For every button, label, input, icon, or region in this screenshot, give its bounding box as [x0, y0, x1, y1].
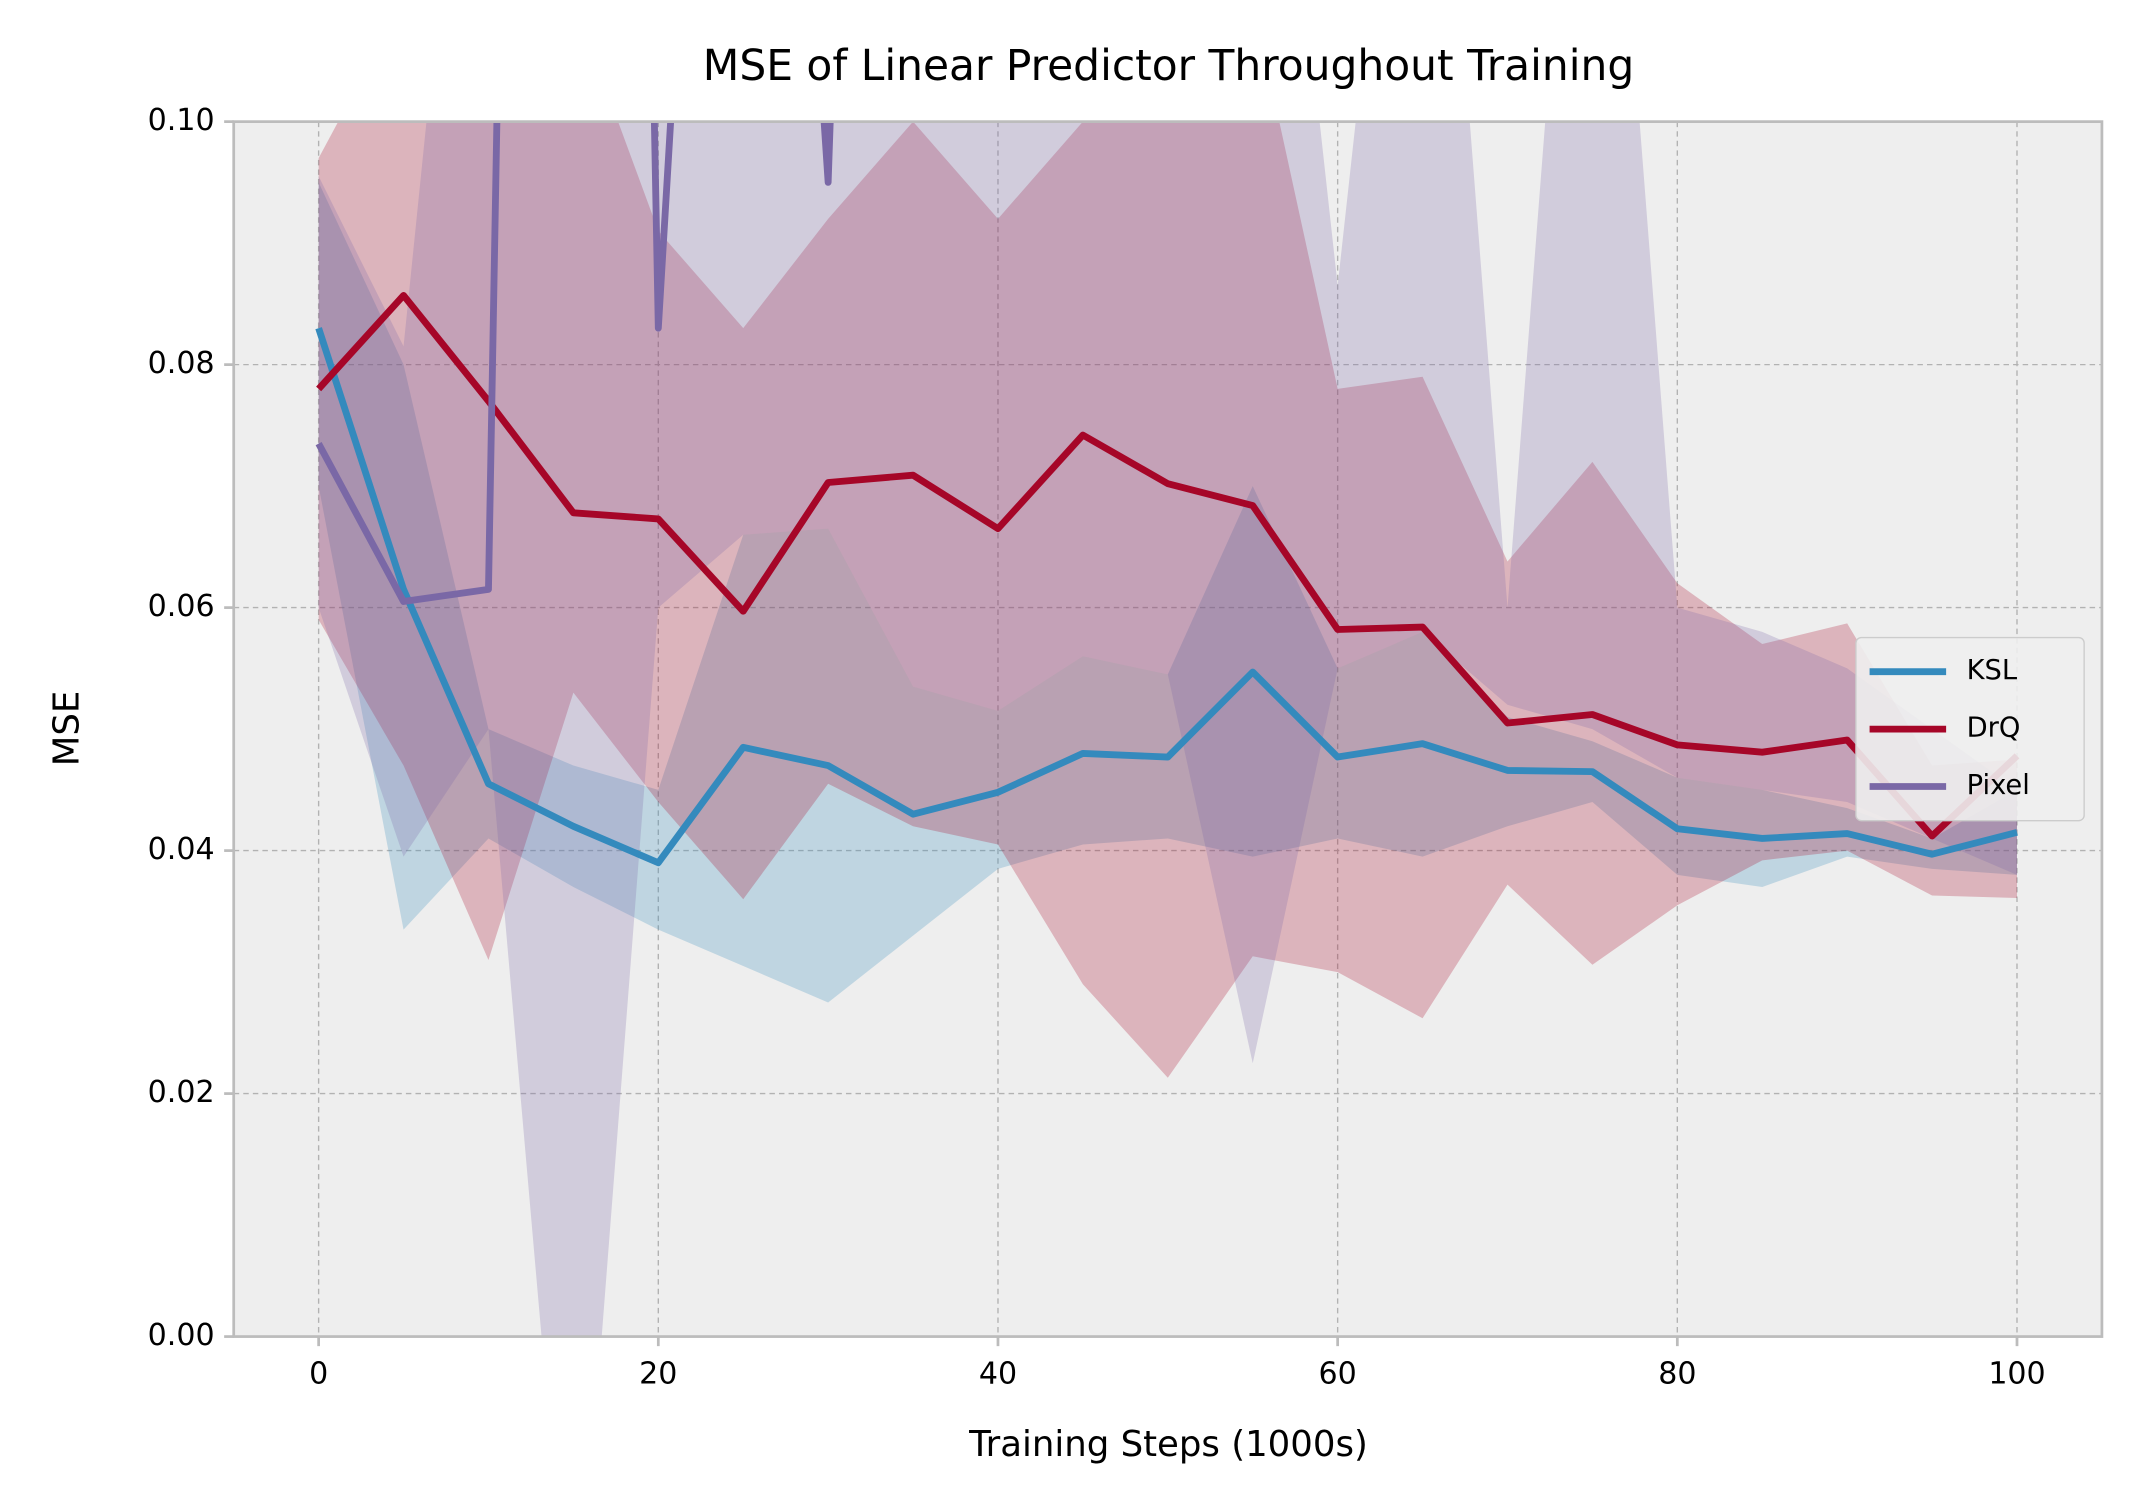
- plot-frame: [232, 120, 2104, 1338]
- legend-box: [1855, 636, 2085, 822]
- axes: 0 20 40 60 80 100 0.00 0.02 0.04 0.06 0.08 0.10: [148, 103, 2046, 1391]
- legend-label: Pixel: [1967, 770, 2030, 801]
- x-tick-label: 80: [1658, 1356, 1696, 1391]
- x-axis-label: Training Steps (1000s): [968, 1424, 1368, 1465]
- x-tick-label: 60: [1319, 1356, 1357, 1391]
- confidence-band: [318, 182, 2017, 1003]
- y-tick-label: 0.08: [148, 346, 215, 381]
- y-axis-label: MSE: [46, 691, 87, 767]
- x-tick-label: 40: [979, 1356, 1017, 1391]
- y-tick-label: 0.00: [148, 1318, 215, 1353]
- bands: [318, 121, 2017, 1337]
- confidence-band: [318, 121, 2017, 1078]
- legend-label: KSL: [1967, 655, 2018, 686]
- y-tick-label: 0.06: [148, 589, 215, 624]
- x-tick-label: 100: [1988, 1356, 2045, 1391]
- legend: KSL DrQ Pixel: [1855, 636, 2085, 822]
- lines: [315, 121, 2020, 867]
- chart-title: MSE of Linear Predictor Throughout Train…: [703, 41, 1634, 90]
- x-tick-label: 20: [639, 1356, 677, 1391]
- y-tick-label: 0.02: [148, 1075, 215, 1110]
- legend-label: DrQ: [1967, 713, 2021, 744]
- y-tick-label: 0.10: [148, 103, 215, 138]
- confidence-band: [318, 121, 2017, 1337]
- y-tick-label: 0.04: [148, 832, 215, 867]
- plot-area: [233, 121, 2102, 1337]
- series-line: [316, 291, 2020, 840]
- series-line: [315, 327, 2018, 867]
- x-tick-label: 0: [309, 1356, 328, 1391]
